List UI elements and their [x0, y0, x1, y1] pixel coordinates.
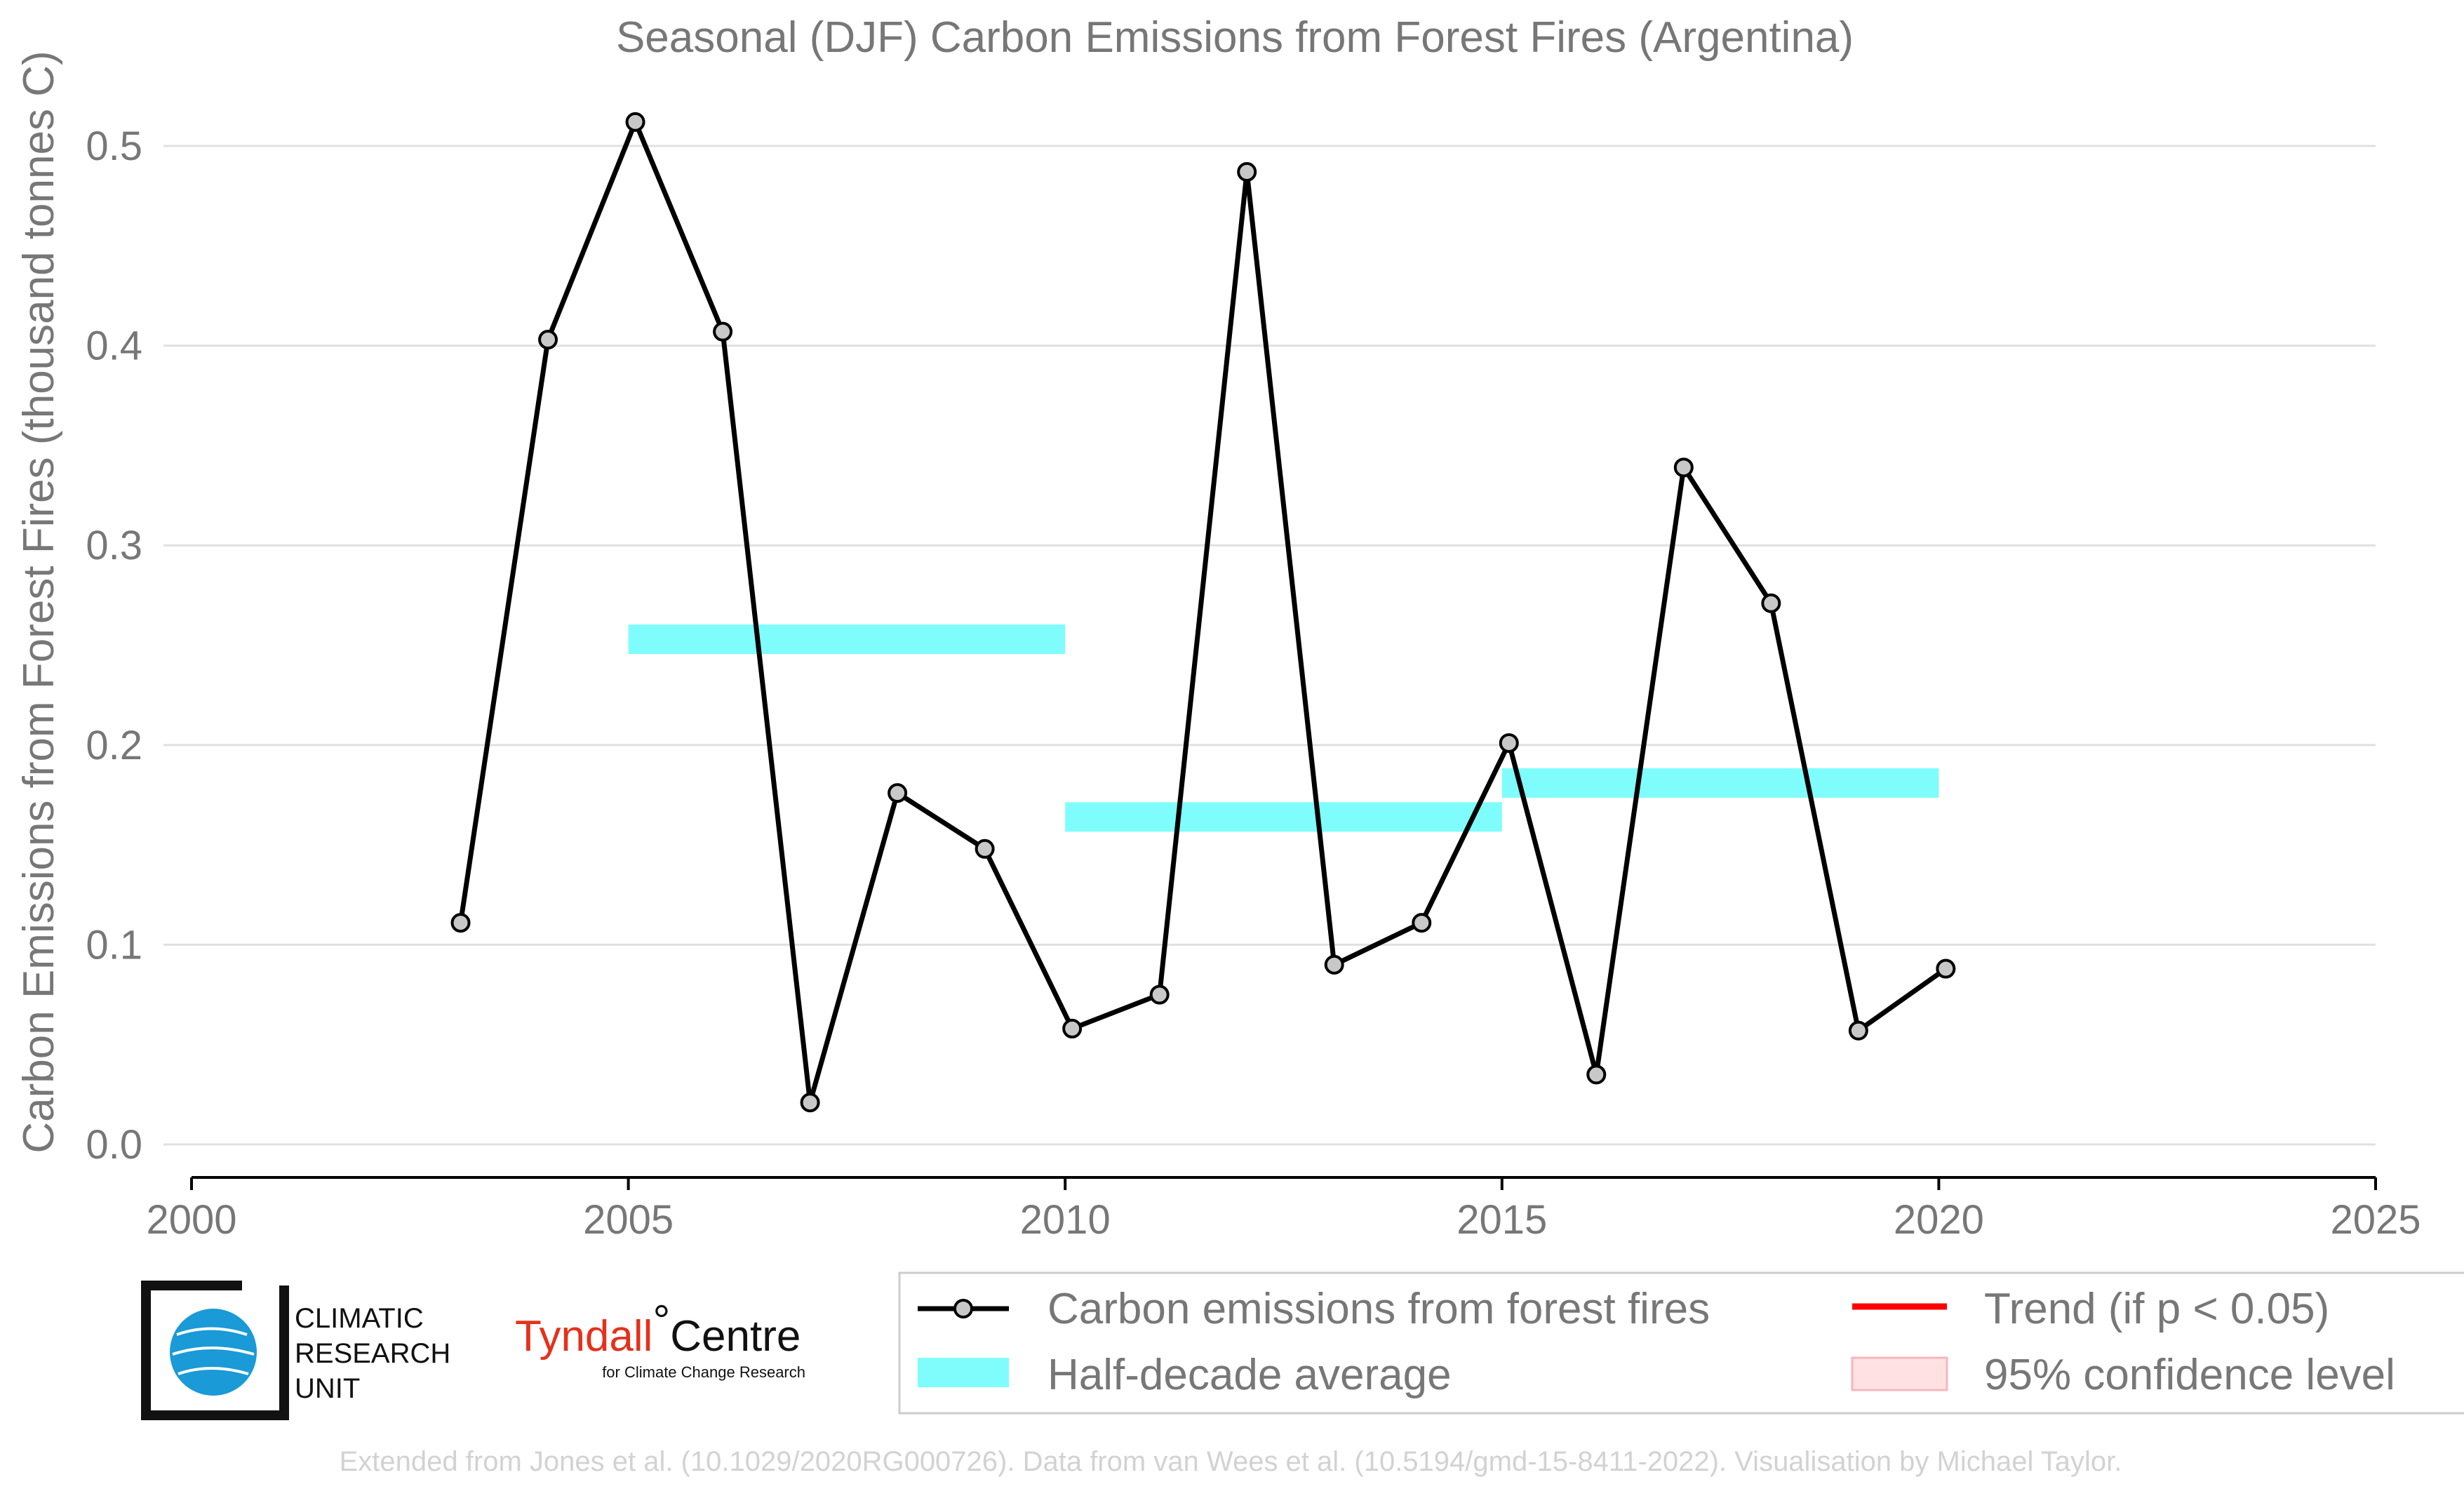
emissions-series — [450, 112, 1956, 1113]
data-point-2009 — [975, 839, 995, 859]
legend-confidence-swatch — [1851, 1356, 1948, 1391]
x-tick-label-2005: 2005 — [583, 1197, 674, 1243]
emissions-line — [458, 119, 1948, 1105]
y-axis-label: Carbon Emissions from Forest Fires (thou… — [15, 51, 63, 1153]
data-point-2010 — [1062, 1018, 1083, 1038]
data-point-2015 — [1499, 733, 1519, 753]
y-tick-label-5: 0.5 — [86, 123, 142, 169]
data-point-2011 — [1149, 984, 1170, 1005]
source-note: Extended from Jones et al. (10.1029/2020… — [340, 1446, 2122, 1477]
cru-frame-icon — [141, 1281, 289, 1420]
data-point-2020 — [1936, 959, 1956, 979]
x-axis: 2000 2005 2010 2015 2020 2025 — [146, 1176, 2421, 1243]
y-tick-label-4: 0.4 — [86, 323, 142, 369]
legend: Carbon emissions from forest fires Half-… — [898, 1271, 2464, 1415]
legend-frame — [898, 1271, 2464, 1415]
data-point-2008 — [888, 783, 908, 803]
cru-name-line-3: UNIT — [295, 1373, 360, 1404]
data-point-2007 — [800, 1093, 820, 1113]
data-point-2016 — [1586, 1064, 1607, 1085]
tyndall-wordmark: Tyndall°Centre — [515, 1297, 801, 1361]
data-point-2004 — [538, 330, 558, 350]
data-point-2014 — [1412, 913, 1432, 933]
legend-label-half-decade: Half-decade average — [1047, 1351, 1452, 1399]
legend-marker-swatch — [953, 1299, 973, 1318]
tyndall-tagline: for Climate Change Research — [602, 1363, 805, 1381]
data-point-2003 — [450, 913, 471, 933]
tyndall-logo: Tyndall°Centre for Climate Change Resear… — [515, 1297, 805, 1381]
cru-name-line-2: RESEARCH — [295, 1338, 450, 1369]
legend-label-trend: Trend (if p < 0.05) — [1984, 1285, 2329, 1333]
x-tick-label-2015: 2015 — [1457, 1197, 1547, 1243]
data-point-2005 — [625, 112, 645, 132]
data-point-2013 — [1324, 954, 1344, 975]
y-tick-label-3: 0.3 — [86, 523, 142, 568]
y-tick-label-2: 0.2 — [86, 723, 142, 768]
legend-label-confidence: 95% confidence level — [1984, 1351, 2395, 1399]
data-point-2012 — [1237, 161, 1257, 182]
chart-title: Seasonal (DJF) Carbon Emissions from For… — [616, 13, 1854, 62]
y-tick-label-0: 0.0 — [86, 1122, 142, 1168]
cru-logo: CLIMATIC RESEARCH UNIT — [141, 1281, 450, 1420]
data-point-2018 — [1761, 593, 1781, 613]
legend-label-emissions: Carbon emissions from forest fires — [1047, 1285, 1710, 1333]
x-tick-label-2000: 2000 — [146, 1197, 236, 1243]
data-point-2017 — [1673, 458, 1694, 478]
y-tick-label-1: 0.1 — [86, 922, 142, 968]
gridlines — [163, 145, 2376, 1146]
x-tick-label-2025: 2025 — [2330, 1197, 2421, 1243]
x-tick-label-2010: 2010 — [1020, 1197, 1111, 1243]
data-point-2019 — [1848, 1020, 1868, 1041]
data-point-2006 — [713, 321, 733, 342]
x-tick-label-2020: 2020 — [1894, 1197, 1984, 1243]
half-decade-bands — [628, 624, 1939, 832]
globe-lines-icon — [172, 1327, 255, 1375]
legend-band-swatch — [918, 1358, 1009, 1387]
y-tick-labels: 0.0 0.1 0.2 0.3 0.4 0.5 — [86, 123, 142, 1168]
cru-name-line-1: CLIMATIC — [295, 1303, 424, 1334]
